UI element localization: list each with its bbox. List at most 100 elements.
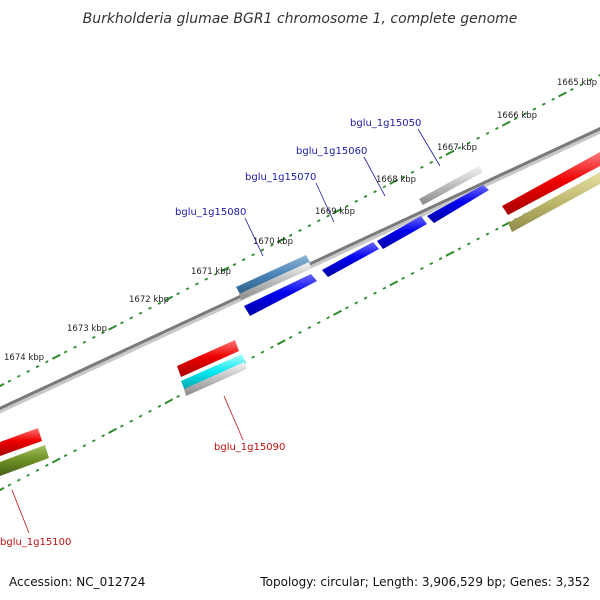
- gene-feature-bglu_1g15100[interactable]: [0, 428, 49, 476]
- outer-tick: [0, 383, 5, 388]
- gene-feature-upstream-forward[interactable]: [502, 152, 600, 232]
- inner-tick: [260, 350, 265, 354]
- outer-tick: [232, 263, 237, 267]
- inner-tick: [101, 434, 105, 438]
- outer-tick: [345, 204, 349, 208]
- leader-bglu_1g15100: [11, 489, 30, 534]
- inner-tick: [420, 267, 424, 271]
- inner-tick: [45, 463, 49, 467]
- outer-tick: [73, 345, 77, 349]
- inner-tick: [91, 439, 96, 443]
- outer-tick: [445, 149, 455, 156]
- outer-tick: [429, 160, 434, 164]
- outer-tick: [7, 379, 12, 383]
- outer-tick: [45, 360, 49, 364]
- outer-tick: [410, 170, 415, 174]
- leader-bglu_1g15050: [417, 128, 441, 167]
- inner-tick: [73, 449, 77, 453]
- inner-tick: [0, 487, 5, 492]
- gene-feature-bglu_1g15070[interactable]: [322, 242, 379, 277]
- outer-tick: [276, 237, 286, 244]
- leader-bglu_1g15090: [223, 395, 244, 441]
- outer-tick: [213, 272, 218, 276]
- outer-tick: [164, 295, 174, 302]
- outer-tick: [63, 350, 68, 354]
- gene-label-bglu_1g15050[interactable]: bglu_1g15050: [350, 118, 421, 129]
- outer-tick: [570, 88, 574, 92]
- outer-tick: [316, 219, 321, 223]
- outer-tick: [363, 194, 368, 198]
- leader-bglu_1g15060: [363, 156, 386, 197]
- outer-tick: [598, 73, 600, 77]
- gene-feature-bglu_1g15080[interactable]: [236, 255, 317, 316]
- outer-tick: [420, 165, 424, 169]
- outer-tick: [82, 340, 87, 344]
- inner-tick: [298, 330, 302, 335]
- outer-tick: [501, 120, 511, 127]
- outer-tick: [541, 102, 546, 106]
- outer-tick: [260, 248, 265, 252]
- inner-tick: [354, 301, 359, 305]
- outer-tick: [438, 156, 443, 160]
- outer-tick: [326, 214, 330, 218]
- outer-tick: [16, 374, 21, 378]
- tick-label-1669: 1669 kbp: [315, 207, 355, 217]
- outer-tick: [251, 253, 255, 257]
- inner-tick: [389, 280, 399, 287]
- gene-label-bglu_1g15090[interactable]: bglu_1g15090: [214, 442, 285, 453]
- gene-label-bglu_1g15100[interactable]: bglu_1g15100: [0, 537, 71, 548]
- inner-tick: [345, 306, 349, 310]
- outer-tick: [466, 141, 471, 145]
- outer-tick: [35, 365, 40, 369]
- outer-tick: [138, 311, 143, 315]
- outer-tick: [485, 131, 490, 135]
- gene-label-bglu_1g15080[interactable]: bglu_1g15080: [175, 207, 246, 218]
- tick-label-1668: 1668 kbp: [376, 175, 416, 185]
- inner-tick: [148, 409, 152, 413]
- outer-tick: [185, 287, 190, 291]
- accession-text: Accession: NC_012724: [9, 575, 145, 589]
- inner-tick: [51, 457, 61, 464]
- leader-bglu_1g15080: [244, 217, 264, 257]
- outer-tick: [579, 83, 584, 87]
- inner-tick: [120, 424, 124, 428]
- outer-tick: [495, 126, 499, 130]
- outer-tick: [176, 292, 180, 296]
- inner-tick: [251, 355, 255, 359]
- inner-tick: [157, 404, 162, 408]
- inner-tick: [445, 250, 455, 257]
- map-title: Burkholderia glumae BGR1 chromosome 1, c…: [83, 11, 518, 27]
- outer-tick: [307, 224, 312, 228]
- outer-tick: [513, 117, 518, 121]
- outer-tick: [270, 243, 274, 247]
- inner-tick: [429, 262, 434, 266]
- outer-tick: [129, 316, 134, 320]
- inner-tick: [176, 394, 180, 398]
- gene-feature-bglu_1g15060[interactable]: [377, 216, 427, 249]
- inner-tick: [138, 414, 143, 418]
- leader-bglu_1g15070: [315, 182, 335, 223]
- outer-tick: [401, 175, 405, 179]
- tick-label-1674: 1674 kbp: [4, 353, 44, 363]
- inner-tick: [164, 398, 174, 405]
- gene-feature-bglu_1g15090[interactable]: [177, 340, 247, 396]
- outer-tick: [51, 353, 61, 360]
- gene-leader-lines: [11, 128, 441, 534]
- outer-tick: [91, 335, 96, 339]
- inner-tick: [363, 296, 368, 300]
- tick-label-1671: 1671 kbp: [191, 267, 231, 277]
- inner-tick: [82, 444, 87, 448]
- tick-labels: 1665 kbp 1666 kbp 1667 kbp 1668 kbp 1669…: [4, 78, 597, 363]
- gene-feature-bglu_1g15050[interactable]: [419, 166, 489, 223]
- outer-tick: [108, 324, 117, 331]
- inner-tick: [382, 286, 387, 290]
- outer-tick: [476, 136, 480, 140]
- outer-tick: [382, 185, 387, 189]
- tick-label-1666: 1666 kbp: [497, 111, 537, 121]
- outer-tick: [220, 266, 230, 273]
- outer-tick: [333, 208, 342, 214]
- gene-label-bglu_1g15070[interactable]: bglu_1g15070: [245, 172, 316, 183]
- inner-tick: [457, 247, 462, 251]
- gene-label-bglu_1g15060[interactable]: bglu_1g15060: [296, 146, 367, 157]
- outer-tick: [148, 306, 152, 310]
